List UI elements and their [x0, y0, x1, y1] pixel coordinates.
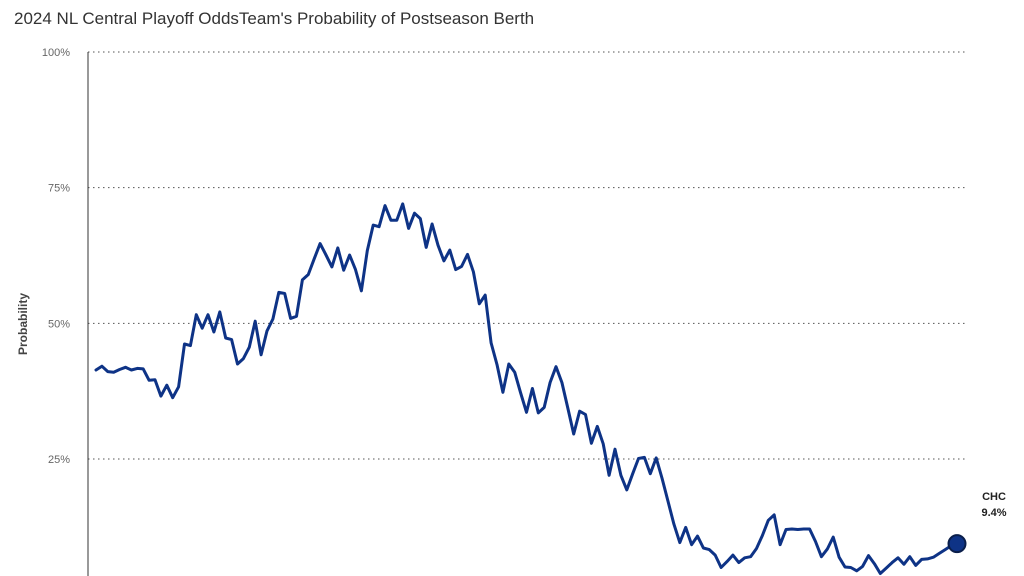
page-title: 2024 NL Central Playoff OddsTeam's Proba…: [14, 9, 535, 28]
series-end-name-label: CHC: [982, 491, 1006, 503]
series-layer: CHC 9.4%: [94, 202, 1007, 575]
y-tick-label: 100%: [42, 47, 70, 59]
grid-lines: [88, 51, 968, 460]
y-tick-label: 25%: [48, 454, 70, 466]
series-end-point[interactable]: [947, 534, 967, 554]
series-end-value-label: 9.4%: [981, 507, 1006, 519]
series-line-chc: [94, 202, 959, 575]
y-axis-title: Probability: [16, 293, 30, 355]
y-tick-label: 50%: [48, 318, 70, 330]
y-axis-ticks: 25% 50% 75% 100%: [42, 47, 70, 466]
y-tick-label: 75%: [48, 183, 70, 195]
